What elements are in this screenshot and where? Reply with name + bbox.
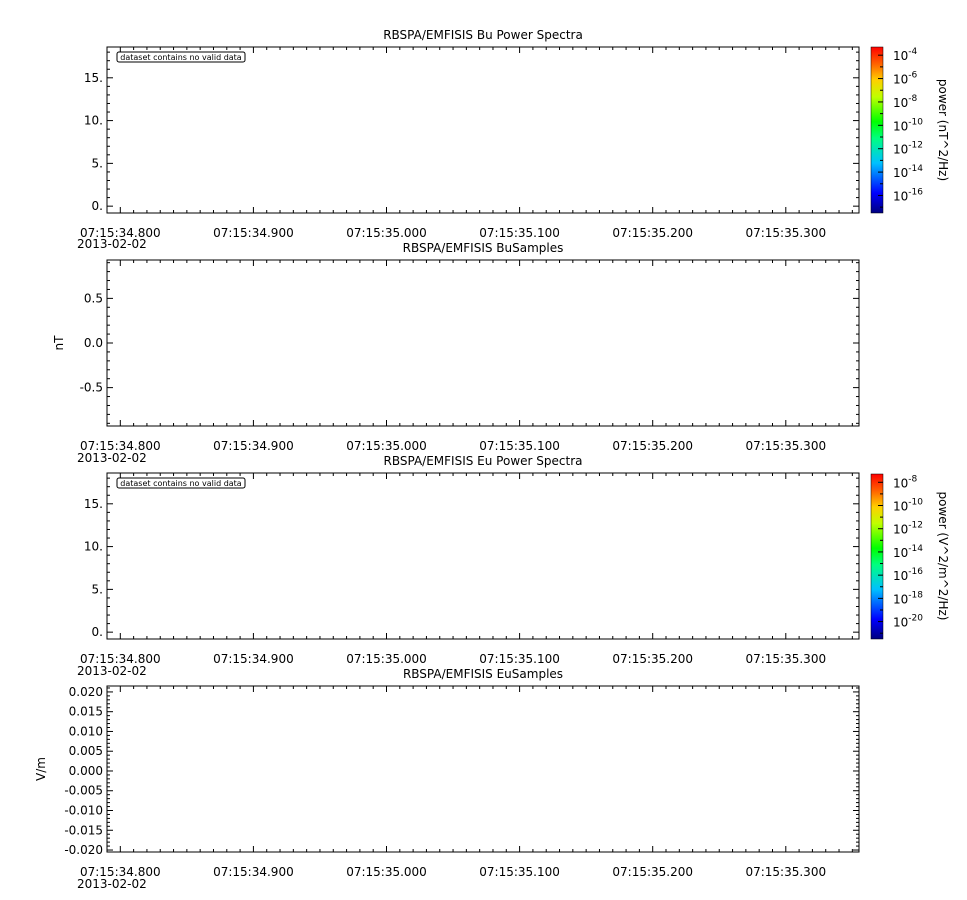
y-tick-label: 0. [92, 625, 103, 639]
y-axis: 15. 10. 5. 0. [84, 51, 859, 213]
y-tick-label: 5. [92, 582, 103, 596]
x-tick-label: 07:15:35.300 [745, 226, 826, 240]
y-axis-label: nT [52, 335, 66, 351]
panel-bu-power-spectra: RBSPA/EMFISIS Bu Power Spectra 15.10.5.0… [77, 28, 950, 251]
colorbar-gradient [870, 473, 884, 640]
x-axis: 07:15:34.800 07:15:34.900 07:15:35.000 07:1… [80, 686, 853, 879]
colorbar-tick-label: 10-14 [893, 544, 923, 560]
x-tick-label: 07:15:34.900 [213, 652, 294, 666]
x-tick-label: 07:15:35.100 [479, 652, 560, 666]
y-axis: 15. 10. 5. 0. [84, 477, 859, 639]
colorbar-tick-label: 10-12 [893, 141, 923, 157]
y-tick-label: 10. [84, 114, 103, 128]
colorbar-tick-label: 10-8 [893, 474, 918, 490]
x-tick-label: 07:15:35.000 [346, 226, 427, 240]
no-data-notice-text: dataset contains no valid data [120, 479, 242, 488]
colorbar-tick-label: 10-14 [893, 164, 923, 180]
y-axis: 0.5 0.0 -0.5 [80, 262, 859, 424]
colorbar-tick-label: 10-12 [893, 521, 923, 537]
plot-area [106, 472, 860, 640]
colorbar-tick-label: 10-16 [893, 187, 923, 203]
x-tick-label: 07:15:34.800 [80, 439, 161, 453]
y-tick-label: 0.020 [69, 685, 103, 699]
x-tick-label: 07:15:34.900 [213, 865, 294, 879]
date-label: 2013-02-02 [77, 664, 147, 678]
colorbar-tick-label: 10-18 [893, 590, 923, 606]
y-tick-label: 0.015 [69, 705, 103, 719]
y-tick-label: -0.015 [64, 823, 103, 837]
y-tick-label: -0.020 [64, 843, 103, 857]
colorbar-tick-label: 10-20 [893, 614, 923, 630]
y-tick-label: 5. [92, 156, 103, 170]
colorbar-tick-label: 10-10 [893, 117, 923, 133]
chart-title: RBSPA/EMFISIS Bu Power Spectra [383, 28, 583, 42]
colorbar-tick-label: 10-16 [893, 567, 923, 583]
panel-eu-samples: RBSPA/EMFISIS EuSamples 0.0200.0150.0100… [34, 667, 860, 891]
colorbar: power (nT^2/Hz) 10-4 10-6 10-8 10-10 10-12 10… [870, 46, 950, 214]
x-tick-label: 07:15:34.900 [213, 226, 294, 240]
y-tick-label: 15. [84, 497, 103, 511]
x-tick-label: 07:15:35.300 [745, 865, 826, 879]
x-tick-label: 07:15:35.200 [612, 439, 693, 453]
x-axis: 07:15:34.800 07:15:34.900 07:15:35.000 07:1… [80, 260, 853, 453]
x-tick-label: 07:15:35.200 [612, 865, 693, 879]
colorbar-tick-label: 10-4 [893, 47, 918, 63]
y-tick-label: 0.010 [69, 724, 103, 738]
colorbar: power (V^2/m^2/Hz) 10-8 10-10 10-12 10-14 10… [870, 473, 950, 640]
x-tick-label: 07:15:35.000 [346, 652, 427, 666]
y-tick-label: 0.0 [84, 336, 103, 350]
y-tick-label: -0.5 [80, 381, 103, 395]
x-tick-label: 07:15:35.100 [479, 865, 560, 879]
no-data-notice: dataset contains no valid data [116, 51, 246, 63]
chart-title: RBSPA/EMFISIS Eu Power Spectra [384, 454, 583, 468]
x-tick-label: 07:15:35.000 [346, 865, 427, 879]
x-tick-label: 07:15:35.200 [612, 652, 693, 666]
panel-eu-power-spectra: RBSPA/EMFISIS Eu Power Spectra 15.10.5.0… [77, 454, 950, 678]
plot-area [106, 259, 860, 427]
x-tick-label: 07:15:35.100 [479, 226, 560, 240]
x-tick-label: 07:15:34.900 [213, 439, 294, 453]
y-axis-label: V/m [34, 757, 48, 781]
date-label: 2013-02-02 [77, 451, 147, 465]
y-tick-label: 15. [84, 71, 103, 85]
chart-title: RBSPA/EMFISIS BuSamples [403, 241, 564, 255]
y-tick-label: -0.010 [64, 804, 103, 818]
x-tick-label: 07:15:35.300 [745, 439, 826, 453]
plot-area [106, 46, 860, 214]
x-tick-label: 07:15:35.300 [745, 652, 826, 666]
x-tick-label: 07:15:34.800 [80, 652, 161, 666]
colorbar-label: power (V^2/m^2/Hz) [936, 492, 950, 621]
chart-title: RBSPA/EMFISIS EuSamples [403, 667, 563, 681]
y-tick-label: -0.005 [64, 784, 103, 798]
panel-bu-samples: RBSPA/EMFISIS BuSamples 0.5 0.0 -0.5 07:15… [52, 241, 860, 465]
y-tick-label: 0.000 [69, 764, 103, 778]
date-label: 2013-02-02 [77, 877, 147, 891]
colorbar-tick-label: 10-8 [893, 94, 918, 110]
y-tick-label: 10. [84, 540, 103, 554]
no-data-notice: dataset contains no valid data [116, 477, 246, 489]
x-tick-label: 07:15:34.800 [80, 865, 161, 879]
colorbar-tick-label: 10-6 [893, 71, 918, 87]
y-tick-label: 0. [92, 199, 103, 213]
x-axis: 07:15:34.800 07:15:34.900 07:15:35.000 07:1… [80, 47, 853, 240]
date-label: 2013-02-02 [77, 237, 147, 251]
no-data-notice-text: dataset contains no valid data [120, 53, 242, 62]
colorbar-tick-label: 10-10 [893, 498, 923, 514]
x-tick-label: 07:15:35.100 [479, 439, 560, 453]
plot-area [106, 685, 860, 853]
colorbar-label: power (nT^2/Hz) [936, 79, 950, 181]
y-axis: 0.020 0.015 0.010 0.005 0.000 -0.005 -0.010 -0.… [64, 685, 859, 857]
x-tick-label: 07:15:35.000 [346, 439, 427, 453]
colorbar-gradient [870, 46, 884, 214]
x-axis: 07:15:34.800 07:15:34.900 07:15:35.000 07:1… [80, 473, 853, 666]
y-tick-label: 0.005 [69, 744, 103, 758]
y-tick-label: 0.5 [84, 291, 103, 305]
x-tick-label: 07:15:35.200 [612, 226, 693, 240]
x-tick-label: 07:15:34.800 [80, 226, 161, 240]
